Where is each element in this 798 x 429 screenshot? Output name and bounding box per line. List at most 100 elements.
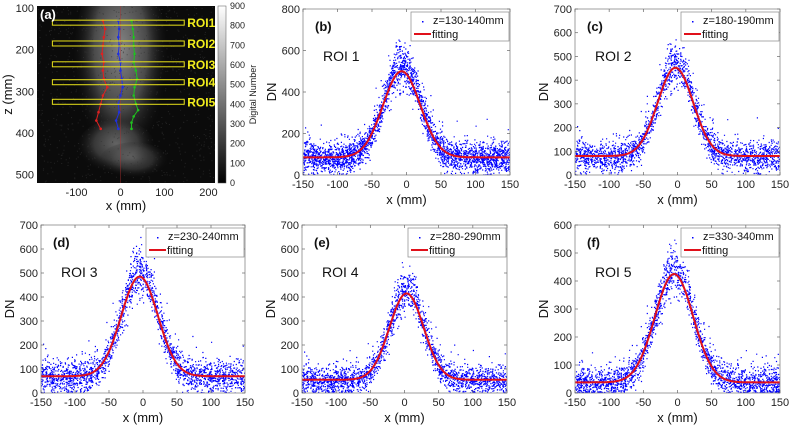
y-tick-label: 600 <box>20 244 38 256</box>
panel-label: (c) <box>587 19 603 34</box>
x-tick-label: -150 <box>564 397 586 409</box>
x-tick-label: -50 <box>364 179 380 191</box>
legend-marker-scatter <box>692 21 694 23</box>
colorbar-tick-label: 500 <box>230 80 245 90</box>
x-tick-label: -150 <box>30 397 52 409</box>
y-tick-label: 500 <box>281 268 299 280</box>
edge-point <box>117 52 120 56</box>
colorbar-tick-label: 300 <box>230 119 245 129</box>
legend-entry-scatter: z=180-190mm <box>703 15 774 27</box>
x-tick-label: -100 <box>325 397 347 409</box>
edge-point <box>134 69 138 72</box>
legend: z=180-190mm fitting <box>680 11 780 42</box>
y-tick-label: 200 <box>282 129 300 141</box>
y-tick-label: 100 <box>554 146 572 158</box>
edge-point <box>132 35 135 39</box>
edge-point <box>114 119 118 122</box>
panel-label: (d) <box>53 235 70 250</box>
x-tick-label: 0 <box>674 397 680 409</box>
y-tick-label: 200 <box>20 340 38 352</box>
panel-label: (b) <box>315 19 332 34</box>
y-tick-label: 600 <box>282 46 300 58</box>
y-tick-label: 100 <box>281 364 299 376</box>
x-tick-label: 0 <box>403 179 409 191</box>
edge-point <box>132 94 135 97</box>
y-tick-label: 0 <box>566 170 572 182</box>
legend-box <box>680 11 780 42</box>
x-tick-label: 100 <box>155 187 173 199</box>
roi-box-label: ROI2 <box>187 37 215 51</box>
x-tick-label: 100 <box>202 397 220 409</box>
panel-label: (f) <box>587 235 600 250</box>
y-tick-label: 600 <box>281 244 299 256</box>
x-tick-label: -100 <box>598 397 620 409</box>
fit-curve <box>302 292 507 381</box>
y-tick-label: 300 <box>16 86 34 98</box>
panel-c: -150 -100 -50 0 50 100 150 0 100 200 300 400 500 600 7… <box>536 4 789 207</box>
y-tick-label: 700 <box>281 220 299 232</box>
fit-curve <box>303 70 510 159</box>
y-tick-label: 300 <box>554 99 572 111</box>
y-tick-label: 300 <box>281 316 299 328</box>
y-tick-label: 700 <box>20 220 38 232</box>
edge-point <box>133 85 136 89</box>
x-tick-label: 100 <box>464 397 482 409</box>
x-tick-label: -150 <box>292 179 314 191</box>
edge-point <box>119 94 122 97</box>
x-tick-label: -100 <box>326 179 348 191</box>
colorbar-tick-label: 700 <box>230 40 245 50</box>
x-tick-label: 100 <box>466 179 484 191</box>
roi-box-label: ROI3 <box>187 58 215 72</box>
y-tick-label: 600 <box>554 28 572 40</box>
y-tick-label: 100 <box>20 364 38 376</box>
fit-curve <box>575 272 780 384</box>
edge-point <box>99 127 103 131</box>
y-tick-label: 400 <box>282 87 300 99</box>
x-tick-label: -50 <box>101 397 117 409</box>
x-axis-label: x (mm) <box>106 198 146 213</box>
legend-entry-fit: fitting <box>167 245 193 257</box>
legend-marker-scatter <box>157 237 159 239</box>
panel-d: -150 -100 -50 0 50 100 150 0 100 200 300 400 500 600 7… <box>2 220 254 425</box>
y-axis-label: DN <box>263 300 278 319</box>
edge-point <box>132 115 135 118</box>
y-tick-label: 400 <box>554 75 572 87</box>
scatter-points <box>41 236 245 393</box>
edge-point <box>130 121 133 124</box>
x-tick-label: 50 <box>706 179 718 191</box>
legend-marker-scatter <box>422 21 424 23</box>
x-tick-label: 0 <box>140 397 146 409</box>
edge-point <box>130 127 133 131</box>
edge-point <box>95 119 98 122</box>
legend-entry-fit: fitting <box>702 245 728 257</box>
x-axis-label: x (mm) <box>657 192 697 207</box>
roi-box <box>51 40 185 47</box>
roi-box-label: ROI4 <box>187 76 215 90</box>
roi-label: ROI 2 <box>595 48 632 64</box>
y-axis-label: DN <box>536 83 551 102</box>
x-tick-label: -50 <box>635 397 651 409</box>
colorbar-tick-label: 800 <box>230 21 245 31</box>
legend-entry-scatter: z=230-240mm <box>168 231 239 243</box>
panel-f: -150 -100 -50 0 50 100 150 0 100 200 300 400 500 600 x… <box>536 220 789 425</box>
edge-point <box>117 35 120 39</box>
legend-entry-fit: fitting <box>429 245 455 257</box>
legend-box <box>407 227 507 258</box>
y-tick-label: 700 <box>554 4 572 16</box>
x-tick-label: 50 <box>706 397 718 409</box>
colorbar-tick-label: 200 <box>230 139 245 149</box>
scatter-series <box>41 236 245 393</box>
y-tick-label: 400 <box>16 128 34 140</box>
x-tick-label: 150 <box>236 397 254 409</box>
scatter-points <box>303 39 510 175</box>
y-tick-label: 500 <box>554 51 572 63</box>
roi-box <box>51 98 185 105</box>
panel-label: (a) <box>40 7 56 22</box>
legend-marker-scatter <box>419 237 421 239</box>
y-tick-label: 500 <box>16 170 34 182</box>
edge-point <box>100 52 104 56</box>
legend-box <box>410 11 510 42</box>
colorbar-tick-label: 0 <box>230 178 235 188</box>
x-tick-label: 100 <box>737 397 755 409</box>
x-tick-label: 150 <box>771 397 789 409</box>
